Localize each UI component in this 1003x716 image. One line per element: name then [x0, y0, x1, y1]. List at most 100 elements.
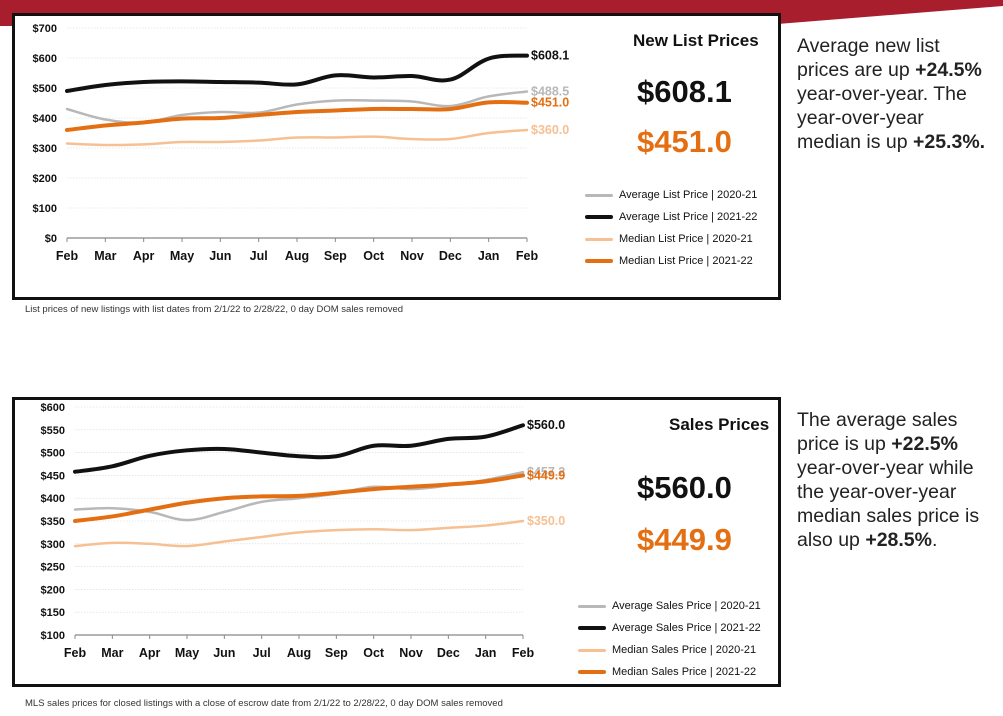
sales-legend-swatch [578, 604, 606, 608]
sales-y-tick-label: $300 [41, 539, 65, 551]
list-legend-swatch [585, 193, 613, 197]
sales-x-tick-label: Jan [475, 646, 497, 660]
list-end-label: $608.1 [531, 49, 569, 63]
list-legend-swatch [585, 215, 613, 219]
list-legend-label: Average List Price | 2021-22 [619, 211, 758, 223]
list-x-tick-label: Feb [56, 249, 79, 263]
sales-y-tick-label: $600 [41, 402, 65, 414]
sales-x-tick-label: Sep [325, 646, 348, 660]
list-prices-chart: $0 $100 $200 $300 $400 $500 $600 $700 Feb Mar Apr M… [33, 23, 570, 263]
list-avg-big-number: $608.1 [637, 74, 732, 109]
sales-x-tick-label: Mar [101, 646, 123, 660]
sales-legend-item: Average Sales Price | 2020-21 [578, 595, 761, 617]
list-x-tick-label: Feb [516, 249, 539, 263]
highlight-percent: +25.3%. [912, 131, 986, 153]
list-legend-item: Average List Price | 2021-22 [585, 206, 757, 228]
list-prices-title: New List Prices [633, 31, 759, 50]
list-series-line-2 [65, 128, 529, 147]
summary-text: year-over-year while the year-over-year … [797, 457, 980, 551]
list-legend-item: Median List Price | 2020-21 [585, 228, 757, 250]
sales-x-tick-label: May [175, 646, 199, 660]
list-prices-panel: $0 $100 $200 $300 $400 $500 $600 $700 Feb Mar Apr M… [12, 13, 781, 300]
sales-x-tick-label: Oct [363, 646, 385, 660]
highlight-percent: +28.5% [865, 529, 932, 551]
list-y-tick-label: $300 [33, 143, 57, 155]
list-x-tick-label: Sep [324, 249, 347, 263]
list-legend-label: Median List Price | 2021-22 [619, 255, 753, 267]
list-x-tick-label: Jul [250, 249, 268, 263]
summary-text: . [932, 529, 938, 551]
list-legend-swatch [585, 237, 613, 241]
list-x-tick-label: Jan [478, 249, 500, 263]
sales-x-tick-label: Apr [139, 646, 161, 660]
list-legend-label: Average List Price | 2020-21 [619, 189, 758, 201]
list-x-tick-label: Dec [439, 249, 462, 263]
list-y-tick-label: $0 [45, 233, 57, 245]
list-y-tick-label: $400 [33, 113, 57, 125]
sales-legend-label: Average Sales Price | 2020-21 [612, 600, 761, 612]
sales-y-tick-label: $250 [41, 562, 65, 574]
sales-legend-item: Median Sales Price | 2020-21 [578, 639, 761, 661]
sales-x-tick-label: Feb [512, 646, 535, 660]
sales-y-tick-label: $200 [41, 584, 65, 596]
summary-text: year-over-year. The year-over-year media… [797, 83, 967, 153]
list-prices-footnote: List prices of new listings with list da… [25, 304, 404, 315]
list-end-label: $360.0 [531, 123, 569, 137]
summary-text: The average sales price is up [797, 409, 958, 455]
sales-end-label: $350.0 [527, 514, 565, 528]
sales-y-tick-label: $450 [41, 470, 65, 482]
list-legend-label: Median List Price | 2020-21 [619, 233, 753, 245]
sales-prices-chart: $100 $150 $200 $250 $300 $350 $400 $450 $500 $550… [41, 402, 566, 660]
list-x-tick-label: May [170, 249, 194, 263]
list-end-label: $451.0 [531, 96, 569, 110]
sales-x-tick-label: Jun [213, 646, 235, 660]
sales-legend-item: Median Sales Price | 2021-22 [578, 661, 761, 683]
sales-median-big-number: $449.9 [637, 522, 732, 557]
sales-series-line-1 [73, 423, 525, 474]
sales-y-tick-label: $400 [41, 493, 65, 505]
sales-legend-label: Average Sales Price | 2021-22 [612, 622, 761, 634]
sales-y-tick-label: $150 [41, 607, 65, 619]
sales-legend-swatch [578, 648, 606, 652]
sales-y-tick-label: $350 [41, 516, 65, 528]
sales-y-tick-label: $100 [41, 630, 65, 642]
list-x-tick-label: Jun [209, 249, 231, 263]
list-series-line-3 [65, 99, 529, 132]
list-prices-summary: Average new list prices are up +24.5% ye… [797, 34, 987, 154]
list-y-tick-label: $700 [33, 23, 57, 35]
sales-prices-title: Sales Prices [669, 415, 770, 434]
sales-legend-label: Median Sales Price | 2021-22 [612, 666, 757, 678]
sales-legend-label: Median Sales Price | 2020-21 [612, 644, 757, 656]
highlight-percent: +22.5% [891, 433, 958, 455]
list-legend-item: Median List Price | 2021-22 [585, 250, 757, 272]
sales-prices-summary: The average sales price is up +22.5% yea… [797, 408, 987, 552]
list-series-line-1 [65, 53, 529, 93]
sales-legend-item: Average Sales Price | 2021-22 [578, 617, 761, 639]
summary-text: Average new list prices are up [797, 35, 940, 81]
sales-end-label: $560.0 [527, 418, 565, 432]
list-y-tick-label: $200 [33, 173, 57, 185]
sales-prices-footnote: MLS sales prices for closed listings wit… [25, 698, 503, 709]
sales-y-tick-label: $550 [41, 425, 65, 437]
sales-series-line-3 [73, 473, 525, 523]
sales-x-tick-label: Dec [437, 646, 460, 660]
sales-x-tick-label: Nov [399, 646, 423, 660]
sales-x-tick-label: Feb [64, 646, 87, 660]
sales-prices-legend: Average Sales Price | 2020-21 Average Sal… [578, 595, 761, 683]
sales-y-tick-label: $500 [41, 448, 65, 460]
list-end-label: $488.5 [531, 84, 569, 98]
sales-series-line-2 [73, 519, 525, 548]
sales-legend-swatch [578, 670, 606, 674]
list-legend-swatch [585, 259, 613, 263]
list-prices-legend: Average List Price | 2020-21 Average List… [585, 184, 757, 272]
list-y-tick-label: $100 [33, 203, 57, 215]
list-x-tick-label: Apr [133, 249, 155, 263]
list-median-big-number: $451.0 [637, 124, 732, 159]
list-legend-item: Average List Price | 2020-21 [585, 184, 757, 206]
sales-prices-panel: $100 $150 $200 $250 $300 $350 $400 $450 $500 $550… [12, 397, 781, 687]
sales-x-tick-label: Aug [287, 646, 311, 660]
sales-end-label: $457.2 [527, 465, 565, 479]
sales-avg-big-number: $560.0 [637, 470, 732, 505]
sales-legend-swatch [578, 626, 606, 630]
list-x-tick-label: Aug [285, 249, 309, 263]
